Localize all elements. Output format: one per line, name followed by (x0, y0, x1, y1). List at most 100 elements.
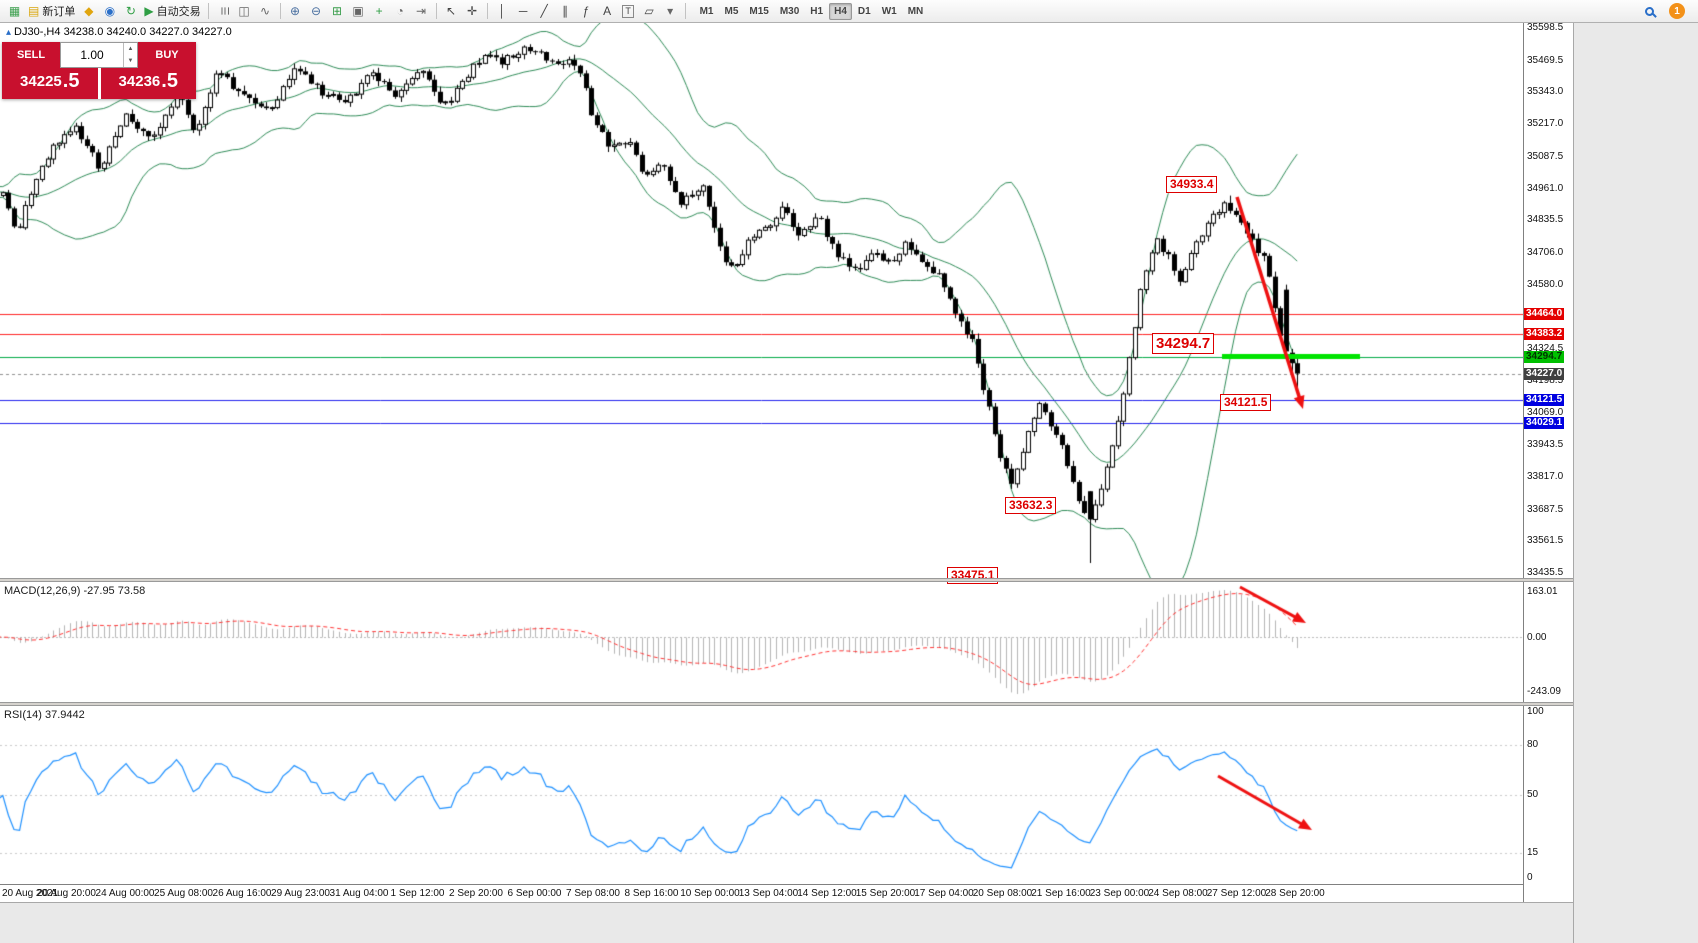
timeframe-mn[interactable]: MN (907, 5, 924, 17)
shapes-icon: ▱ (644, 4, 654, 18)
refresh-icon[interactable]: ↻ (121, 2, 140, 21)
main-price-chart[interactable] (0, 23, 1523, 578)
time-axis-label: 26 Aug 16:00 (212, 888, 272, 899)
line-chart-icon: ∿ (260, 4, 271, 18)
period-clock-icon[interactable]: ◔ (391, 2, 410, 21)
time-axis-label: 28 Sep 20:00 (1265, 888, 1325, 899)
panel-divider[interactable] (0, 578, 1573, 582)
chart-icon: ▴ (6, 27, 12, 38)
rsi-indicator-panel[interactable] (0, 706, 1523, 884)
line-chart-icon[interactable]: ∿ (256, 2, 275, 21)
sell-button[interactable]: SELL (2, 42, 60, 68)
macd-axis-label: 163.01 (1527, 586, 1558, 597)
macd-name: MACD(12,26,9) (4, 585, 81, 597)
buy-price-main: 34236 (118, 73, 161, 90)
timeframe-m30[interactable]: M30 (779, 5, 800, 17)
zoom-in-icon[interactable]: ⊕ (286, 2, 305, 21)
metatrader-icon[interactable]: ◆ (79, 2, 98, 21)
axis-label: 34324.5 (1527, 343, 1564, 354)
zoom-out-icon[interactable]: ⊖ (307, 2, 326, 21)
timeframe-w1[interactable]: W1 (881, 5, 897, 17)
sell-price[interactable]: 34225.5 (2, 68, 98, 99)
rsi-axis-label: 80 (1527, 739, 1539, 751)
price-badge: 34029.1 (1524, 417, 1565, 430)
auto-trading-button[interactable]: ▶ 自动交易 (142, 2, 202, 21)
volume-spinner[interactable]: ▲ ▼ (123, 43, 137, 67)
timeframe-h1[interactable]: H1 (810, 5, 824, 17)
channel-icon[interactable]: ∥ (556, 2, 575, 21)
axis-label: 35087.5 (1527, 150, 1564, 162)
arrows-dropdown-icon[interactable]: ▾ (661, 2, 680, 21)
chart-window-icon[interactable]: ▦ (5, 2, 24, 21)
panel-divider[interactable] (0, 702, 1573, 706)
crosshair-icon[interactable]: ✛ (463, 2, 482, 21)
window-background (0, 902, 1573, 943)
timeframe-h4[interactable]: H4 (829, 2, 852, 20)
shapes-icon[interactable]: ▱ (640, 2, 659, 21)
buy-button[interactable]: BUY (138, 42, 196, 68)
timeframe-group: M1 M5 M15 M30 H1 H4 D1 W1 MN (695, 2, 929, 20)
axis-label: 33943.5 (1527, 439, 1564, 450)
time-axis-label: 27 Sep 12:00 (1206, 888, 1267, 899)
arrange-windows-icon: ▣ (352, 4, 364, 18)
buy-price[interactable]: 34236.5 (100, 68, 196, 99)
arrange-windows-icon[interactable]: ▣ (349, 2, 368, 21)
rsi-axis-label: 0 (1527, 872, 1533, 883)
timeframe-m1[interactable]: M1 (699, 5, 714, 17)
volume-field[interactable]: 1.00 ▲ ▼ (60, 42, 138, 68)
time-axis-label: 20 Sep 08:00 (972, 888, 1033, 899)
time-axis[interactable]: 20 Aug 2021 20 Aug 20:00 24 Aug 00:00 25 Au… (0, 884, 1523, 902)
new-chart-icon: + (375, 4, 383, 18)
tile-windows-icon[interactable]: ⊞ (328, 2, 347, 21)
chart-shift-icon[interactable]: ⇥ (412, 2, 431, 21)
timeframe-m5[interactable]: M5 (724, 5, 739, 17)
fibonacci-icon[interactable]: ƒ (577, 2, 596, 21)
axis-label: 34835.5 (1527, 214, 1564, 226)
new-chart-icon[interactable]: + (370, 2, 389, 21)
bar-chart-icon[interactable]: ☰ (214, 2, 233, 21)
toolbar-separator (486, 3, 488, 19)
notification-badge[interactable]: 1 (1669, 3, 1685, 19)
time-axis-label: 31 Aug 04:00 (329, 888, 389, 899)
buy-price-frac: .5 (161, 70, 178, 92)
timeframe-m15[interactable]: M15 (749, 5, 769, 17)
candlestick-chart-icon: ◫ (238, 4, 250, 18)
tile-windows-icon: ⊞ (332, 4, 343, 18)
trendline-icon[interactable]: ╱ (535, 2, 554, 21)
cursor-icon[interactable]: ↖ (442, 2, 461, 21)
timeframe-d1[interactable]: D1 (857, 5, 871, 17)
rsi-value: 37.9442 (44, 709, 85, 721)
volume-value[interactable]: 1.00 (80, 48, 104, 62)
volume-down-icon[interactable]: ▼ (127, 58, 134, 64)
price-badge: 34227.0 (1524, 367, 1565, 380)
macd-indicator-panel[interactable] (0, 582, 1523, 702)
time-axis-label: 14 Sep 12:00 (797, 888, 857, 899)
time-axis-label: 20 Aug 2021 (2, 888, 59, 899)
time-axis-label: 17 Sep 04:00 (914, 888, 974, 899)
text-icon[interactable]: A (598, 2, 617, 21)
label-icon[interactable]: T (619, 2, 638, 21)
search-icon[interactable] (1640, 2, 1659, 21)
horizontal-line-icon: ─ (518, 4, 528, 18)
time-axis-label: 24 Sep 08:00 (1148, 888, 1208, 899)
horizontal-line-icon[interactable]: ─ (514, 2, 533, 21)
time-axis-label: 24 Aug 00:00 (95, 888, 155, 899)
time-axis-label: 7 Sep 08:00 (566, 888, 620, 899)
trendline-icon: ╱ (540, 4, 548, 18)
cursor-icon: ↖ (446, 4, 457, 18)
axis-label: 33435.5 (1527, 567, 1564, 578)
price-axis[interactable]: 35598.5 35469.5 35343.0 35217.0 35087.5 34961… (1523, 22, 1573, 902)
volume-up-icon[interactable]: ▲ (127, 46, 134, 52)
top-toolbar: ▦ ▤ 新订单 ◆ ◉ ↻ ▶ 自动交易 ☰ ◫ ∿ ⊕ ⊖ ⊞ ▣ + ◔ ⇥ ↖ ✛ │ ─ ╱ ∥ ƒ A T ▱ ▾ M1 M5 M1… (0, 0, 1698, 23)
rsi-label: RSI(14) 37.9442 (4, 709, 85, 721)
magnifier-glyph (1645, 6, 1654, 16)
vertical-line-icon[interactable]: │ (493, 2, 512, 21)
profile-icon[interactable]: ◉ (100, 2, 119, 21)
toolbar-separator (207, 3, 209, 19)
chart-symbol: DJ30-,H4 (14, 26, 61, 38)
sell-price-main: 34225 (20, 73, 62, 90)
candlestick-chart-icon[interactable]: ◫ (235, 2, 254, 21)
new-order-button[interactable]: ▤ 新订单 (26, 2, 77, 21)
axis-label: 34198.5 (1527, 374, 1564, 386)
